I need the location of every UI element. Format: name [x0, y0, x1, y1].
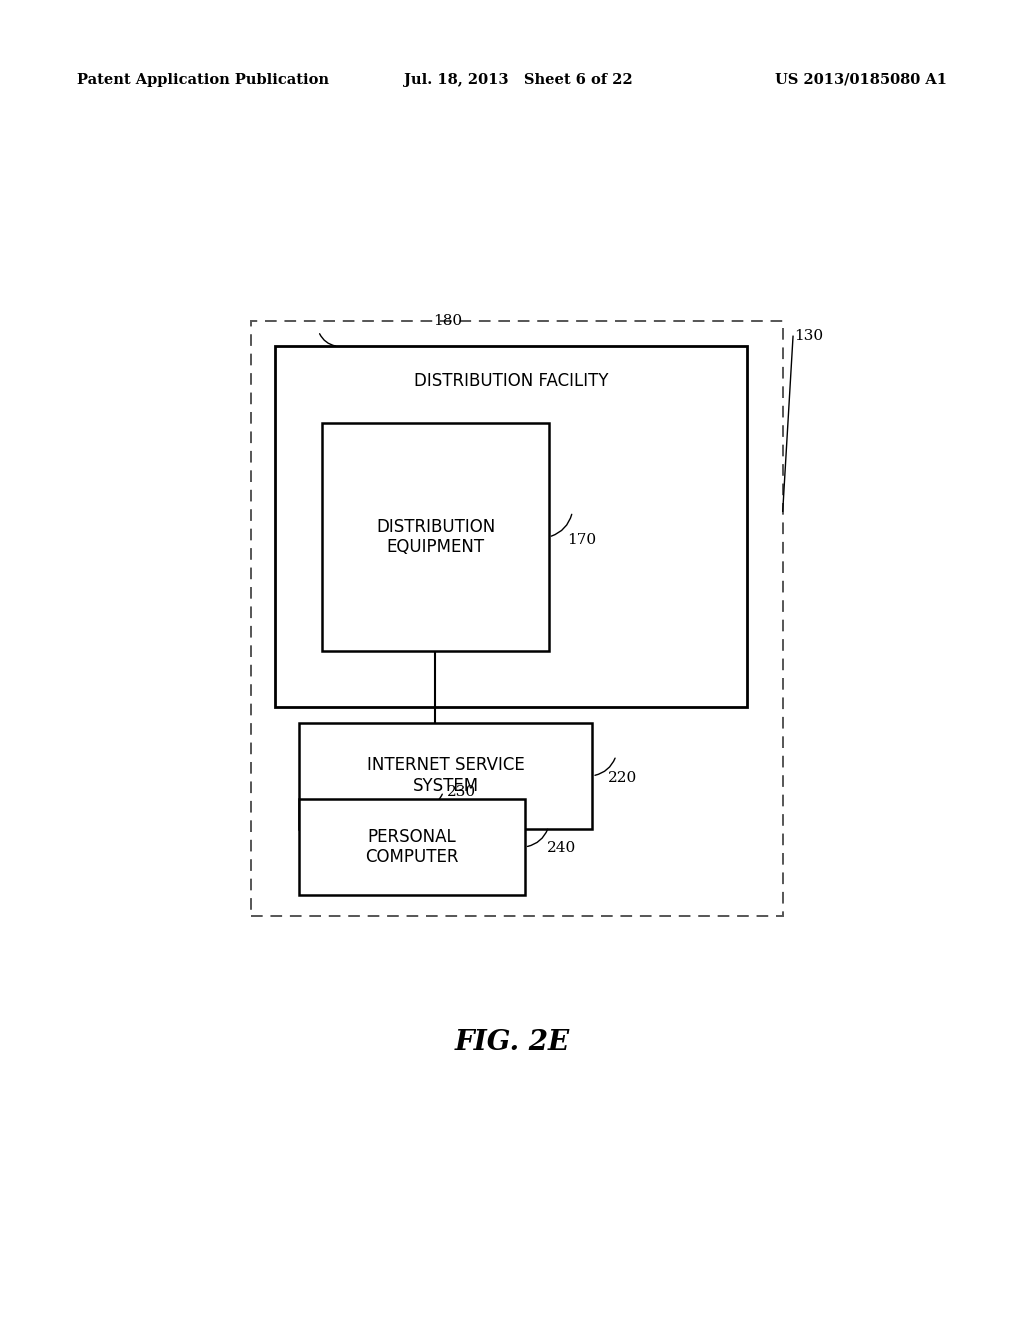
Text: 170: 170 — [567, 532, 596, 546]
Text: FIG. 2E: FIG. 2E — [455, 1030, 569, 1056]
Text: US 2013/0185080 A1: US 2013/0185080 A1 — [775, 73, 947, 87]
Text: 230: 230 — [447, 784, 476, 799]
Text: 220: 220 — [608, 771, 637, 785]
Text: DISTRIBUTION
EQUIPMENT: DISTRIBUTION EQUIPMENT — [376, 517, 496, 557]
Text: Jul. 18, 2013   Sheet 6 of 22: Jul. 18, 2013 Sheet 6 of 22 — [404, 73, 633, 87]
Text: DISTRIBUTION FACILITY: DISTRIBUTION FACILITY — [414, 372, 608, 389]
Bar — [274, 346, 748, 708]
Bar — [323, 422, 549, 651]
Bar — [251, 321, 782, 916]
Text: 180: 180 — [433, 314, 463, 329]
Text: 240: 240 — [547, 841, 577, 854]
Text: Patent Application Publication: Patent Application Publication — [77, 73, 329, 87]
Bar — [299, 799, 525, 895]
Text: INTERNET SERVICE
SYSTEM: INTERNET SERVICE SYSTEM — [367, 756, 524, 795]
Bar — [299, 722, 592, 829]
Text: 130: 130 — [795, 329, 823, 343]
Text: PERSONAL
COMPUTER: PERSONAL COMPUTER — [365, 828, 459, 866]
